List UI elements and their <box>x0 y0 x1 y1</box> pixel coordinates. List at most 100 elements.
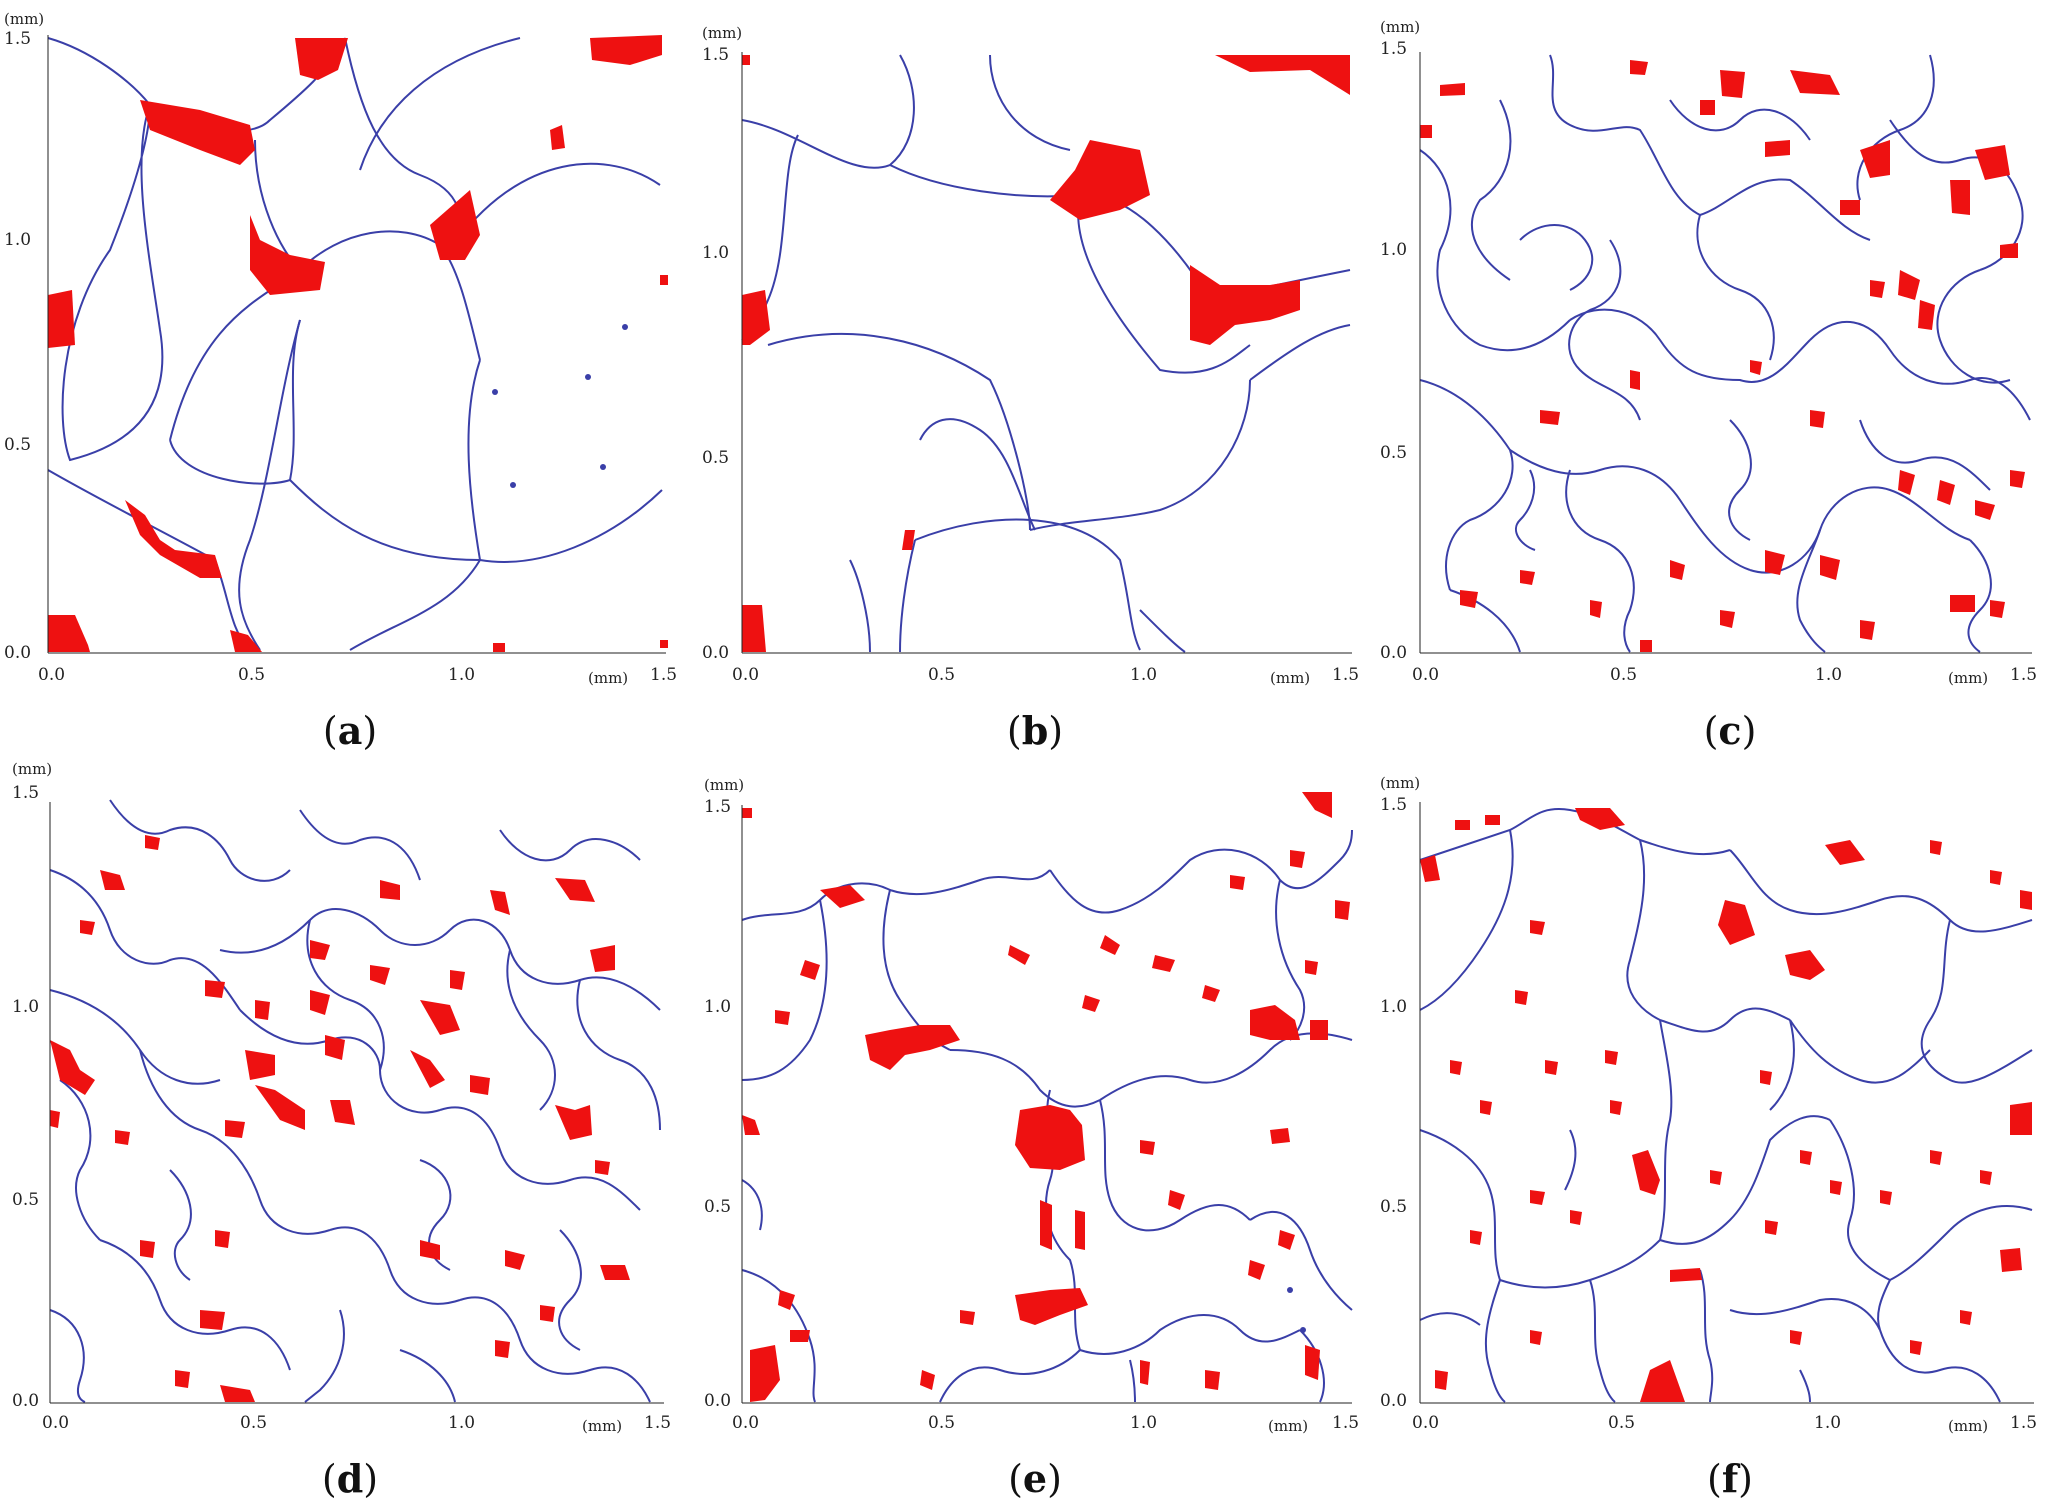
grain-boundary <box>1789 1019 1931 1084</box>
second-phase-region <box>1050 140 1150 220</box>
y-tick-label: 0.0 <box>1380 1391 1407 1411</box>
x-axis-unit: (mm) <box>588 669 628 687</box>
grain-boundary <box>1565 469 1635 653</box>
grain-boundary <box>576 979 661 1131</box>
second-phase-region <box>230 630 262 652</box>
x-axis-unit: (mm) <box>1948 669 1988 687</box>
grain-boundary <box>59 1079 101 1241</box>
x-tick-label: 0.5 <box>1610 665 1637 685</box>
grain-boundary <box>1568 239 1641 421</box>
panel-e: (mm) 1.5 1.0 0.5 0.0 0.0 0.5 1.0 (mm) 1.… <box>690 750 1370 1501</box>
second-phase-region <box>775 1010 790 1025</box>
second-phase-region <box>1898 270 1920 300</box>
grain-boundary <box>1099 1032 1353 1101</box>
second-phase-region <box>1480 1100 1492 1115</box>
grain-boundary <box>1419 149 1571 352</box>
second-phase-region <box>205 980 225 998</box>
second-phase-region <box>1765 550 1785 575</box>
second-phase-region <box>1015 1288 1088 1325</box>
grain-boundary <box>1279 829 1353 890</box>
grain-boundary <box>741 1269 816 1403</box>
grain-boundary <box>1877 1279 1891 1331</box>
panel-c: (mm) 1.5 1.0 0.5 0.0 0.0 0.5 1.0 (mm) 1.… <box>1370 0 2049 760</box>
x-axis-unit: (mm) <box>1948 1417 1988 1435</box>
x-tick-label: 0.5 <box>928 1413 955 1433</box>
microstructure-map-a: (mm) 1.5 1.0 0.5 0.0 0.0 0.5 1.0 (mm) 1.… <box>4 10 677 687</box>
grain-boundary <box>889 164 1081 198</box>
grain-boundary <box>1659 1007 1791 1033</box>
second-phase-region <box>742 1115 760 1135</box>
second-phase-region <box>742 290 770 345</box>
second-phase-region <box>493 643 505 652</box>
second-phase-region <box>1630 370 1640 390</box>
second-phase-region <box>1520 570 1535 585</box>
y-tick-label: 1.5 <box>12 783 39 803</box>
grain-boundary <box>1879 1329 2001 1403</box>
second-phase-region <box>1937 480 1955 505</box>
grain-boundary <box>1696 214 1775 361</box>
second-phase-region <box>1545 1060 1558 1075</box>
second-phase-region <box>410 1050 445 1088</box>
x-tick-label: 0.5 <box>1608 1413 1635 1433</box>
second-phase-region <box>495 1340 510 1358</box>
y-tick-label: 0.0 <box>702 643 729 663</box>
grain-boundary <box>741 899 828 1081</box>
grain-boundary <box>741 54 915 169</box>
grain-boundary <box>109 799 291 882</box>
x-tick-label: 1.5 <box>2010 1413 2037 1433</box>
y-tick-label: 1.5 <box>702 45 729 65</box>
x-tick-label: 1.0 <box>448 665 475 685</box>
grain-boundary <box>459 1296 651 1403</box>
second-phase-region <box>555 1105 592 1140</box>
grain-boundary <box>1079 1314 1301 1355</box>
grain-boundary <box>899 539 916 653</box>
second-phase-region <box>1632 1150 1660 1195</box>
grain-boundary <box>439 1106 641 1211</box>
grain-boundary <box>304 1309 345 1403</box>
x-tick-label: 1.5 <box>1332 1413 1359 1433</box>
grain-boundary <box>914 518 1141 651</box>
grain-boundary <box>61 104 164 462</box>
x-tick-label: 1.5 <box>650 665 677 685</box>
grain-boundary <box>1659 1019 1673 1241</box>
second-phase-region <box>1790 70 1840 95</box>
grain-boundary <box>1949 1205 2033 1231</box>
second-phase-region <box>310 990 330 1015</box>
x-axis-unit: (mm) <box>1270 669 1310 687</box>
second-phase-region <box>1765 1220 1778 1235</box>
second-phase-region <box>1290 850 1305 868</box>
second-phase-region <box>1530 1190 1545 1205</box>
y-tick-label: 1.0 <box>702 243 729 263</box>
second-phase-region <box>1250 1005 1300 1040</box>
grain-boundary <box>506 949 556 1111</box>
grain-boundary <box>49 869 241 1011</box>
second-phase-region <box>540 1305 555 1322</box>
grain-boundary <box>1275 879 1306 1041</box>
grain-boundary <box>741 869 1051 921</box>
grain-boundary <box>1419 808 1731 861</box>
second-phase-region <box>1870 280 1885 298</box>
x-tick-label: 1.5 <box>644 1413 671 1433</box>
grain-boundary <box>1515 469 1536 551</box>
second-phase-region <box>1830 1180 1842 1195</box>
grain-boundary <box>1728 419 1752 541</box>
second-phase-region <box>865 1025 960 1070</box>
grain-boundary <box>1920 919 2033 1084</box>
grain-boundary <box>1129 1359 1136 1403</box>
grain-boundary <box>306 919 385 1071</box>
grain-boundary <box>49 989 221 1085</box>
second-phase-region <box>295 38 348 80</box>
x-tick-label: 0.5 <box>928 665 955 685</box>
second-phase-region <box>1825 840 1865 865</box>
second-phase-region <box>1760 1070 1772 1085</box>
y-tick-label: 0.5 <box>702 448 729 468</box>
second-phase-region <box>450 970 465 990</box>
second-phase-region <box>1710 1170 1722 1185</box>
y-tick-label: 1.0 <box>12 997 39 1017</box>
second-phase-region <box>1530 920 1545 935</box>
grain-boundary <box>1509 449 1751 571</box>
grain-boundary-dot <box>585 374 591 380</box>
y-tick-label: 0.5 <box>704 1197 731 1217</box>
x-tick-label: 1.0 <box>448 1413 475 1433</box>
second-phase-region <box>1930 840 1942 855</box>
